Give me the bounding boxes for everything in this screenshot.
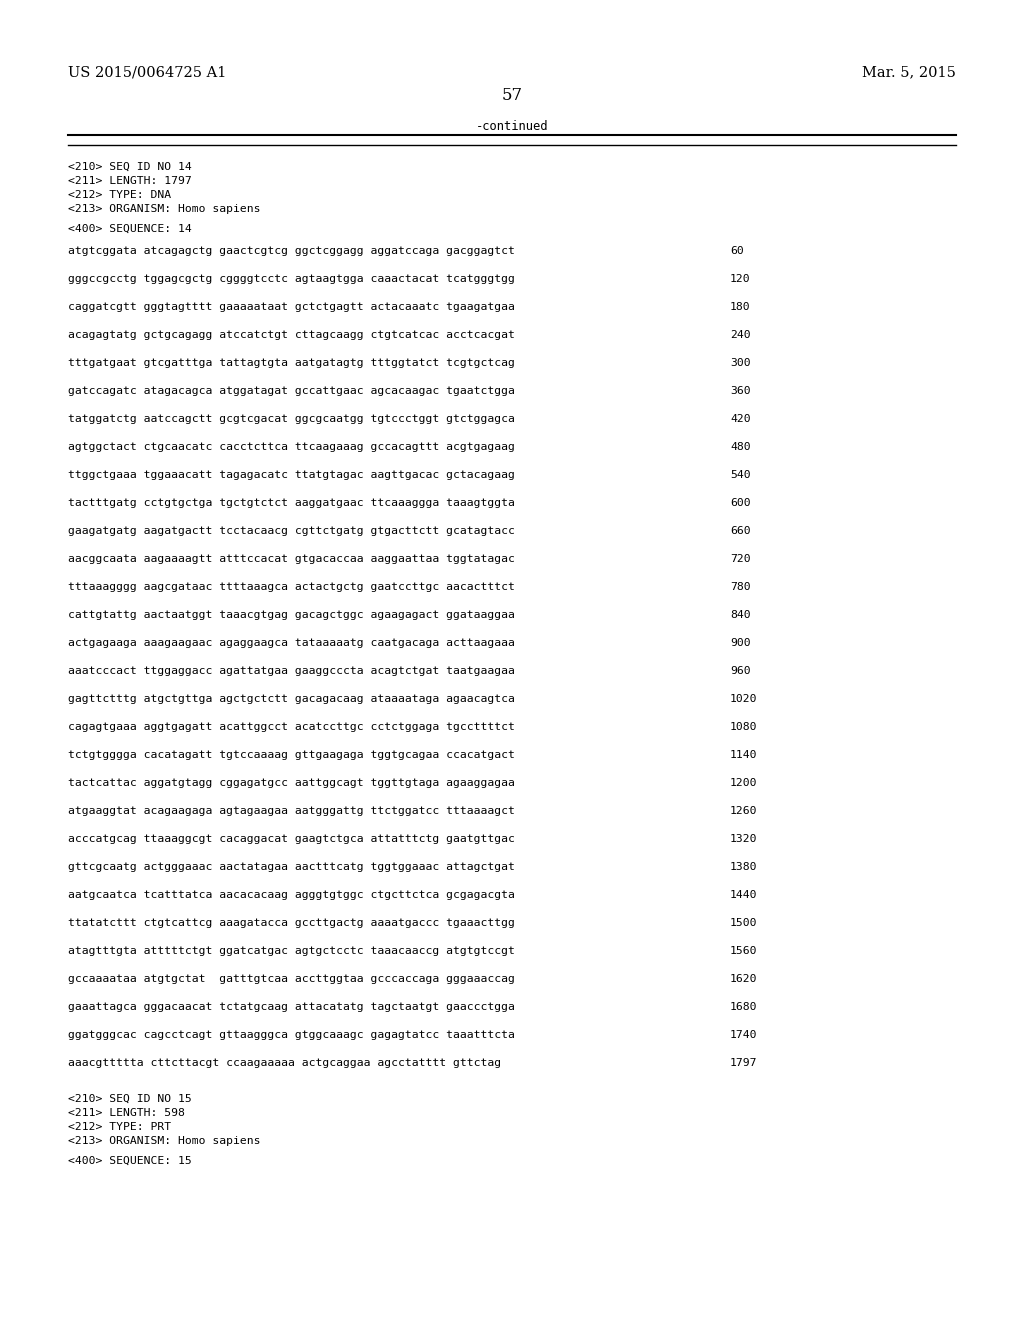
Text: -continued: -continued: [476, 120, 548, 133]
Text: 1560: 1560: [730, 946, 758, 956]
Text: gccaaaataa atgtgctat  gatttgtcaa accttggtaa gcccaccaga gggaaaccag: gccaaaataa atgtgctat gatttgtcaa accttggt…: [68, 974, 515, 983]
Text: 1680: 1680: [730, 1002, 758, 1012]
Text: 480: 480: [730, 442, 751, 451]
Text: gaaattagca gggacaacat tctatgcaag attacatatg tagctaatgt gaaccctgga: gaaattagca gggacaacat tctatgcaag attacat…: [68, 1002, 515, 1012]
Text: 1080: 1080: [730, 722, 758, 733]
Text: 660: 660: [730, 525, 751, 536]
Text: US 2015/0064725 A1: US 2015/0064725 A1: [68, 65, 226, 79]
Text: <400> SEQUENCE: 14: <400> SEQUENCE: 14: [68, 224, 191, 234]
Text: <212> TYPE: DNA: <212> TYPE: DNA: [68, 190, 171, 201]
Text: <213> ORGANISM: Homo sapiens: <213> ORGANISM: Homo sapiens: [68, 1137, 260, 1146]
Text: agtggctact ctgcaacatc cacctcttca ttcaagaaag gccacagttt acgtgagaag: agtggctact ctgcaacatc cacctcttca ttcaaga…: [68, 442, 515, 451]
Text: gttcgcaatg actgggaaac aactatagaa aactttcatg tggtggaaac attagctgat: gttcgcaatg actgggaaac aactatagaa aactttc…: [68, 862, 515, 873]
Text: tttaaagggg aagcgataac ttttaaagca actactgctg gaatccttgc aacactttct: tttaaagggg aagcgataac ttttaaagca actactg…: [68, 582, 515, 591]
Text: <400> SEQUENCE: 15: <400> SEQUENCE: 15: [68, 1156, 191, 1166]
Text: 57: 57: [502, 87, 522, 104]
Text: 420: 420: [730, 414, 751, 424]
Text: gatccagatc atagacagca atggatagat gccattgaac agcacaagac tgaatctgga: gatccagatc atagacagca atggatagat gccattg…: [68, 385, 515, 396]
Text: 600: 600: [730, 498, 751, 508]
Text: <212> TYPE: PRT: <212> TYPE: PRT: [68, 1122, 171, 1133]
Text: tactcattac aggatgtagg cggagatgcc aattggcagt tggttgtaga agaaggagaa: tactcattac aggatgtagg cggagatgcc aattggc…: [68, 777, 515, 788]
Text: 960: 960: [730, 667, 751, 676]
Text: 1260: 1260: [730, 807, 758, 816]
Text: 60: 60: [730, 246, 743, 256]
Text: 780: 780: [730, 582, 751, 591]
Text: ttggctgaaa tggaaacatt tagagacatc ttatgtagac aagttgacac gctacagaag: ttggctgaaa tggaaacatt tagagacatc ttatgta…: [68, 470, 515, 480]
Text: 1500: 1500: [730, 917, 758, 928]
Text: Mar. 5, 2015: Mar. 5, 2015: [862, 65, 956, 79]
Text: ttatatcttt ctgtcattcg aaagatacca gccttgactg aaaatgaccc tgaaacttgg: ttatatcttt ctgtcattcg aaagatacca gccttga…: [68, 917, 515, 928]
Text: cagagtgaaa aggtgagatt acattggcct acatccttgc cctctggaga tgccttttct: cagagtgaaa aggtgagatt acattggcct acatcct…: [68, 722, 515, 733]
Text: ggatgggcac cagcctcagt gttaagggca gtggcaaagc gagagtatcc taaatttcta: ggatgggcac cagcctcagt gttaagggca gtggcaa…: [68, 1030, 515, 1040]
Text: tttgatgaat gtcgatttga tattagtgta aatgatagtg tttggtatct tcgtgctcag: tttgatgaat gtcgatttga tattagtgta aatgata…: [68, 358, 515, 368]
Text: 1620: 1620: [730, 974, 758, 983]
Text: <210> SEQ ID NO 14: <210> SEQ ID NO 14: [68, 162, 191, 172]
Text: 1320: 1320: [730, 834, 758, 843]
Text: cattgtattg aactaatggt taaacgtgag gacagctggc agaagagact ggataaggaa: cattgtattg aactaatggt taaacgtgag gacagct…: [68, 610, 515, 620]
Text: aatgcaatca tcatttatca aacacacaag agggtgtggc ctgcttctca gcgagacgta: aatgcaatca tcatttatca aacacacaag agggtgt…: [68, 890, 515, 900]
Text: 120: 120: [730, 275, 751, 284]
Text: acagagtatg gctgcagagg atccatctgt cttagcaagg ctgtcatcac acctcacgat: acagagtatg gctgcagagg atccatctgt cttagca…: [68, 330, 515, 341]
Text: 1440: 1440: [730, 890, 758, 900]
Text: <213> ORGANISM: Homo sapiens: <213> ORGANISM: Homo sapiens: [68, 205, 260, 214]
Text: <210> SEQ ID NO 15: <210> SEQ ID NO 15: [68, 1094, 191, 1104]
Text: 360: 360: [730, 385, 751, 396]
Text: caggatcgtt gggtagtttt gaaaaataat gctctgagtt actacaaatc tgaagatgaa: caggatcgtt gggtagtttt gaaaaataat gctctga…: [68, 302, 515, 312]
Text: 540: 540: [730, 470, 751, 480]
Text: 1200: 1200: [730, 777, 758, 788]
Text: 1740: 1740: [730, 1030, 758, 1040]
Text: 240: 240: [730, 330, 751, 341]
Text: <211> LENGTH: 1797: <211> LENGTH: 1797: [68, 176, 191, 186]
Text: atgtcggata atcagagctg gaactcgtcg ggctcggagg aggatccaga gacggagtct: atgtcggata atcagagctg gaactcgtcg ggctcgg…: [68, 246, 515, 256]
Text: 1797: 1797: [730, 1059, 758, 1068]
Text: <211> LENGTH: 598: <211> LENGTH: 598: [68, 1107, 185, 1118]
Text: 1020: 1020: [730, 694, 758, 704]
Text: 180: 180: [730, 302, 751, 312]
Text: aaacgttttta cttcttacgt ccaagaaaaa actgcaggaa agcctatttt gttctag: aaacgttttta cttcttacgt ccaagaaaaa actgca…: [68, 1059, 501, 1068]
Text: tactttgatg cctgtgctga tgctgtctct aaggatgaac ttcaaaggga taaagtggta: tactttgatg cctgtgctga tgctgtctct aaggatg…: [68, 498, 515, 508]
Text: 900: 900: [730, 638, 751, 648]
Text: aaatcccact ttggaggacc agattatgaa gaaggcccta acagtctgat taatgaagaa: aaatcccact ttggaggacc agattatgaa gaaggcc…: [68, 667, 515, 676]
Text: gaagatgatg aagatgactt tcctacaacg cgttctgatg gtgacttctt gcatagtacc: gaagatgatg aagatgactt tcctacaacg cgttctg…: [68, 525, 515, 536]
Text: 1380: 1380: [730, 862, 758, 873]
Text: atgaaggtat acagaagaga agtagaagaa aatgggattg ttctggatcc tttaaaagct: atgaaggtat acagaagaga agtagaagaa aatggga…: [68, 807, 515, 816]
Text: tctgtgggga cacatagatt tgtccaaaag gttgaagaga tggtgcagaa ccacatgact: tctgtgggga cacatagatt tgtccaaaag gttgaag…: [68, 750, 515, 760]
Text: gggccgcctg tggagcgctg cggggtcctc agtaagtgga caaactacat tcatgggtgg: gggccgcctg tggagcgctg cggggtcctc agtaagt…: [68, 275, 515, 284]
Text: acccatgcag ttaaaggcgt cacaggacat gaagtctgca attatttctg gaatgttgac: acccatgcag ttaaaggcgt cacaggacat gaagtct…: [68, 834, 515, 843]
Text: tatggatctg aatccagctt gcgtcgacat ggcgcaatgg tgtccctggt gtctggagca: tatggatctg aatccagctt gcgtcgacat ggcgcaa…: [68, 414, 515, 424]
Text: gagttctttg atgctgttga agctgctctt gacagacaag ataaaataga agaacagtca: gagttctttg atgctgttga agctgctctt gacagac…: [68, 694, 515, 704]
Text: 300: 300: [730, 358, 751, 368]
Text: 1140: 1140: [730, 750, 758, 760]
Text: atagtttgta atttttctgt ggatcatgac agtgctcctc taaacaaccg atgtgtccgt: atagtttgta atttttctgt ggatcatgac agtgctc…: [68, 946, 515, 956]
Text: 840: 840: [730, 610, 751, 620]
Text: aacggcaata aagaaaagtt atttccacat gtgacaccaa aaggaattaa tggtatagac: aacggcaata aagaaaagtt atttccacat gtgacac…: [68, 554, 515, 564]
Text: 720: 720: [730, 554, 751, 564]
Text: actgagaaga aaagaagaac agaggaagca tataaaaatg caatgacaga acttaagaaa: actgagaaga aaagaagaac agaggaagca tataaaa…: [68, 638, 515, 648]
